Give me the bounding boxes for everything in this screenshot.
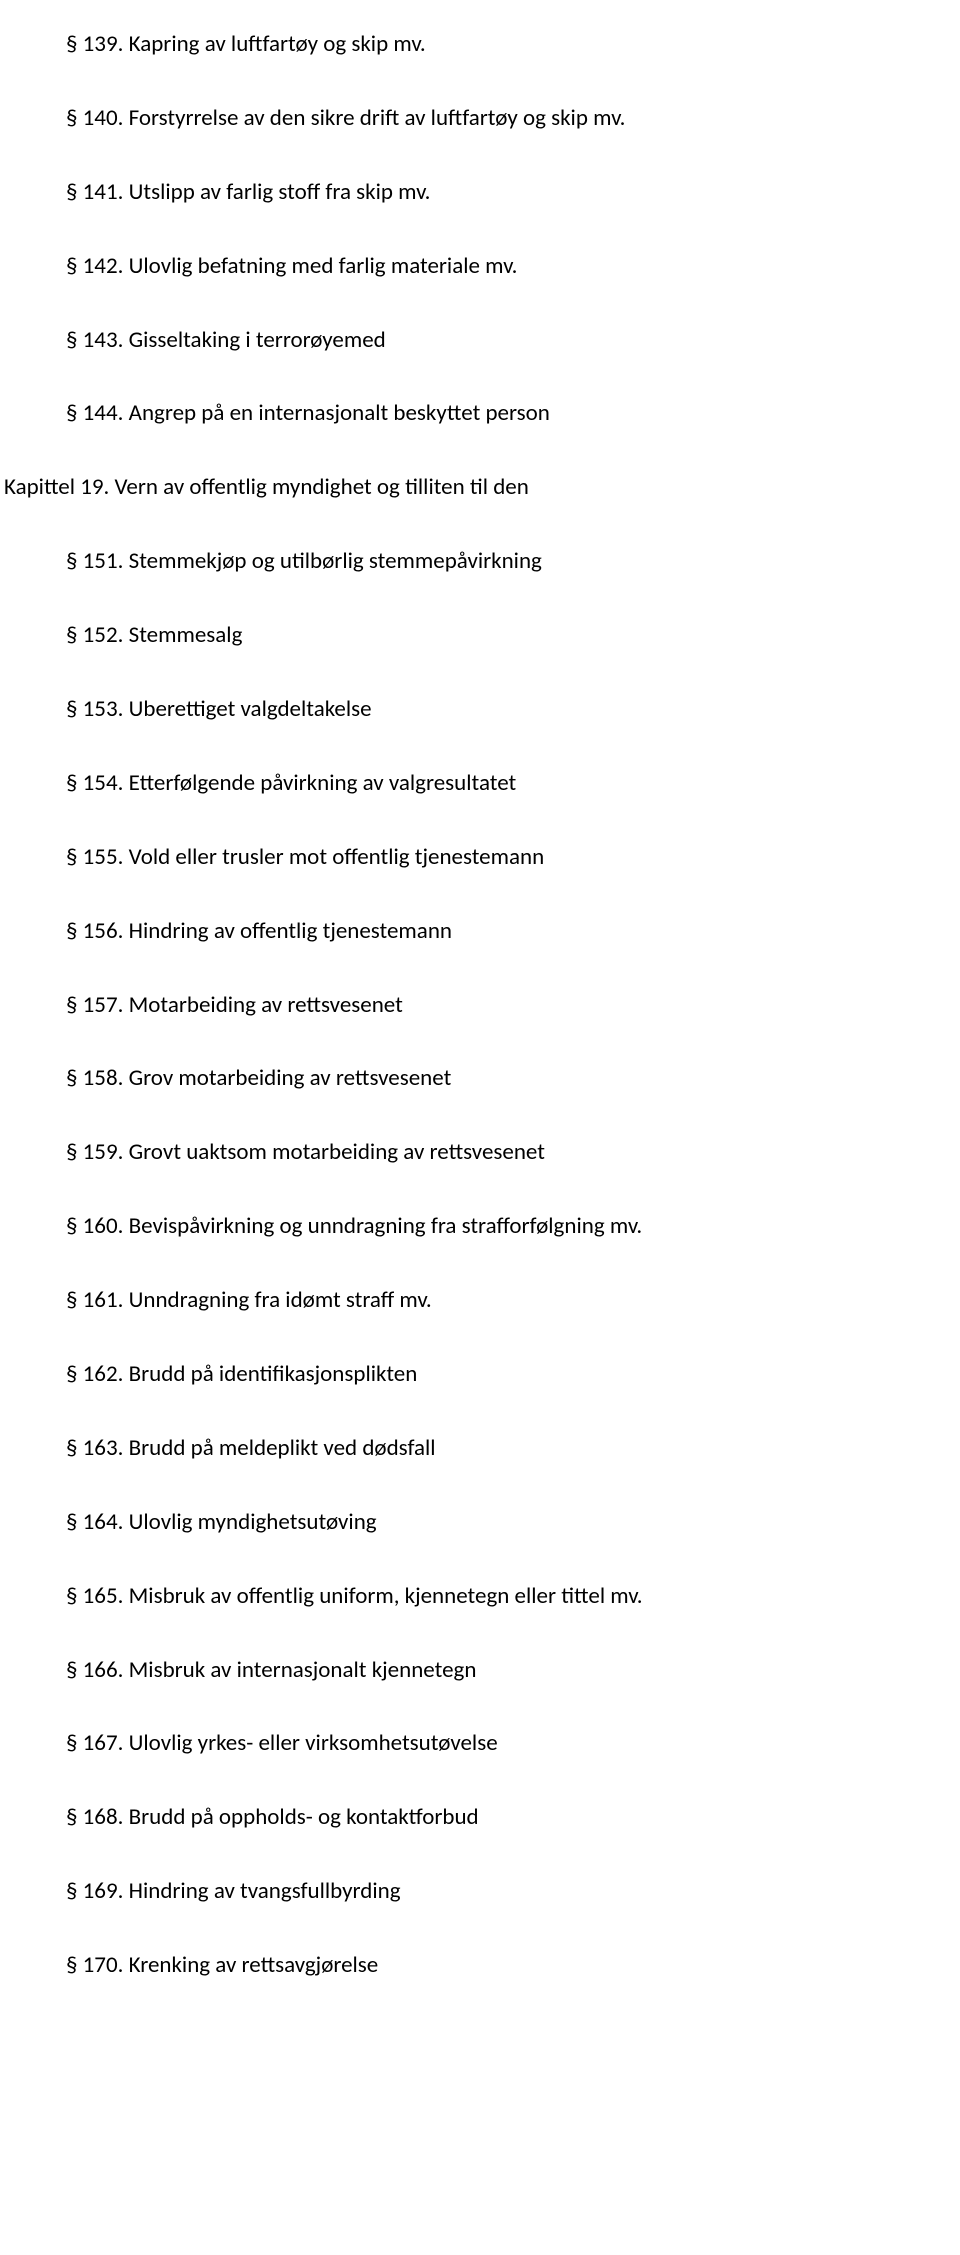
section-line: § 168. Brudd på oppholds- og kontaktforb… <box>0 1803 960 1833</box>
section-line: § 143. Gisseltaking i terrorøyemed <box>0 326 960 356</box>
section-line: § 142. Ulovlig befatning med farlig mate… <box>0 252 960 282</box>
section-line: § 163. Brudd på meldeplikt ved dødsfall <box>0 1434 960 1464</box>
section-line: § 154. Etterfølgende påvirkning av valgr… <box>0 769 960 799</box>
section-line: § 139. Kapring av luftfartøy og skip mv. <box>0 30 960 60</box>
section-line: § 170. Krenking av rettsavgjørelse <box>0 1951 960 1981</box>
section-line: § 155. Vold eller trusler mot offentlig … <box>0 843 960 873</box>
section-line: § 140. Forstyrrelse av den sikre drift a… <box>0 104 960 134</box>
section-line: § 141. Utslipp av farlig stoff fra skip … <box>0 178 960 208</box>
section-line: § 156. Hindring av offentlig tjenesteman… <box>0 917 960 947</box>
section-line: § 162. Brudd på identifikasjonsplikten <box>0 1360 960 1390</box>
section-line: § 152. Stemmesalg <box>0 621 960 651</box>
section-line: § 160. Bevispåvirkning og unndragning fr… <box>0 1212 960 1242</box>
section-line: § 159. Grovt uaktsom motarbeiding av ret… <box>0 1138 960 1168</box>
section-line: § 157. Motarbeiding av rettsvesenet <box>0 991 960 1021</box>
section-line: § 161. Unndragning fra idømt straff mv. <box>0 1286 960 1316</box>
section-line: § 169. Hindring av tvangsfullbyrding <box>0 1877 960 1907</box>
section-line: § 153. Uberettiget valgdeltakelse <box>0 695 960 725</box>
section-line: § 166. Misbruk av internasjonalt kjennet… <box>0 1656 960 1686</box>
section-line: § 164. Ulovlig myndighetsutøving <box>0 1508 960 1538</box>
section-line: § 165. Misbruk av offentlig uniform, kje… <box>0 1582 960 1612</box>
section-line: § 158. Grov motarbeiding av rettsvesenet <box>0 1064 960 1094</box>
section-line: § 151. Stemmekjøp og utilbørlig stemmepå… <box>0 547 960 577</box>
document-body: § 139. Kapring av luftfartøy og skip mv.… <box>0 30 960 1981</box>
section-line: § 167. Ulovlig yrkes- eller virksomhetsu… <box>0 1729 960 1759</box>
chapter-heading: Kapittel 19. Vern av offentlig myndighet… <box>0 473 960 503</box>
section-line: § 144. Angrep på en internasjonalt besky… <box>0 399 960 429</box>
